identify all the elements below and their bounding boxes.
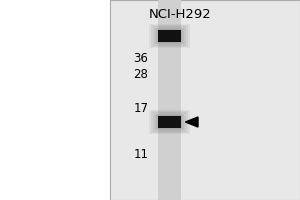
FancyBboxPatch shape: [153, 26, 186, 46]
FancyBboxPatch shape: [149, 110, 190, 134]
FancyBboxPatch shape: [149, 24, 190, 48]
FancyBboxPatch shape: [158, 30, 181, 42]
FancyBboxPatch shape: [157, 115, 182, 129]
FancyBboxPatch shape: [158, 0, 181, 200]
Text: 17: 17: [134, 102, 148, 116]
FancyBboxPatch shape: [110, 0, 300, 200]
FancyBboxPatch shape: [155, 28, 184, 44]
Text: 11: 11: [134, 148, 148, 160]
FancyBboxPatch shape: [155, 114, 184, 130]
FancyBboxPatch shape: [158, 116, 181, 128]
Text: 28: 28: [134, 68, 148, 82]
FancyBboxPatch shape: [151, 111, 188, 133]
FancyBboxPatch shape: [151, 25, 188, 47]
Text: 36: 36: [134, 52, 148, 66]
Polygon shape: [185, 117, 198, 127]
FancyBboxPatch shape: [153, 112, 186, 132]
FancyBboxPatch shape: [157, 29, 182, 43]
Text: NCI-H292: NCI-H292: [148, 7, 212, 21]
